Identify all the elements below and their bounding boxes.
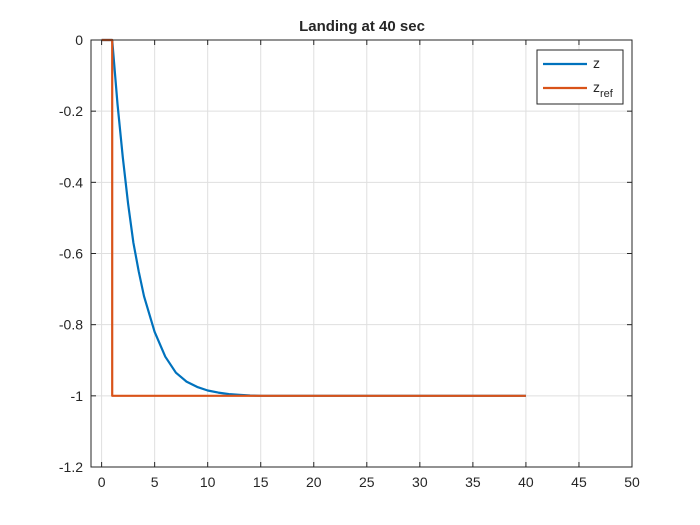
x-tick-label: 25 xyxy=(359,474,375,490)
x-tick-label: 50 xyxy=(624,474,640,490)
tick-marks xyxy=(91,39,633,468)
legend: z zref xyxy=(536,49,624,105)
x-tick-label: 20 xyxy=(306,474,322,490)
x-tick-label: 0 xyxy=(98,474,106,490)
y-tick-label: -0.6 xyxy=(59,246,83,262)
y-tick-label: -0.2 xyxy=(59,103,83,119)
x-tick-label: 40 xyxy=(518,474,534,490)
x-tick-label: 10 xyxy=(200,474,216,490)
y-tick-label: -1 xyxy=(71,388,84,404)
x-tick-label: 15 xyxy=(253,474,269,490)
x-tick-label: 30 xyxy=(412,474,428,490)
plot-area: 0 5 10 15 20 25 30 35 40 45 50 0 -0.2 -0.4 -0.6 -0.8 -1… xyxy=(59,32,640,490)
legend-box xyxy=(536,49,624,105)
y-tick-label: -1.2 xyxy=(59,459,83,475)
x-tick-label: 5 xyxy=(151,474,159,490)
y-tick-label: -0.4 xyxy=(59,174,83,190)
chart-title: Landing at 40 sec xyxy=(299,18,425,35)
x-tick-label: 45 xyxy=(571,474,587,490)
x-tick-label: 35 xyxy=(465,474,481,490)
y-tick-label: -0.8 xyxy=(59,317,83,333)
series-line-z xyxy=(101,38,526,397)
legend-label: z xyxy=(593,55,600,71)
y-tick-label: 0 xyxy=(75,32,83,48)
x-tick-labels: 0 5 10 15 20 25 30 35 40 45 50 xyxy=(98,474,640,490)
legend-label: zref xyxy=(593,79,614,100)
y-tick-labels: 0 -0.2 -0.4 -0.6 -0.8 -1 -1.2 xyxy=(59,32,83,475)
